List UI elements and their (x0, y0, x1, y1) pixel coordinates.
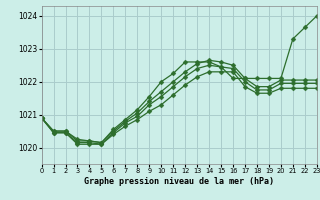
X-axis label: Graphe pression niveau de la mer (hPa): Graphe pression niveau de la mer (hPa) (84, 177, 274, 186)
